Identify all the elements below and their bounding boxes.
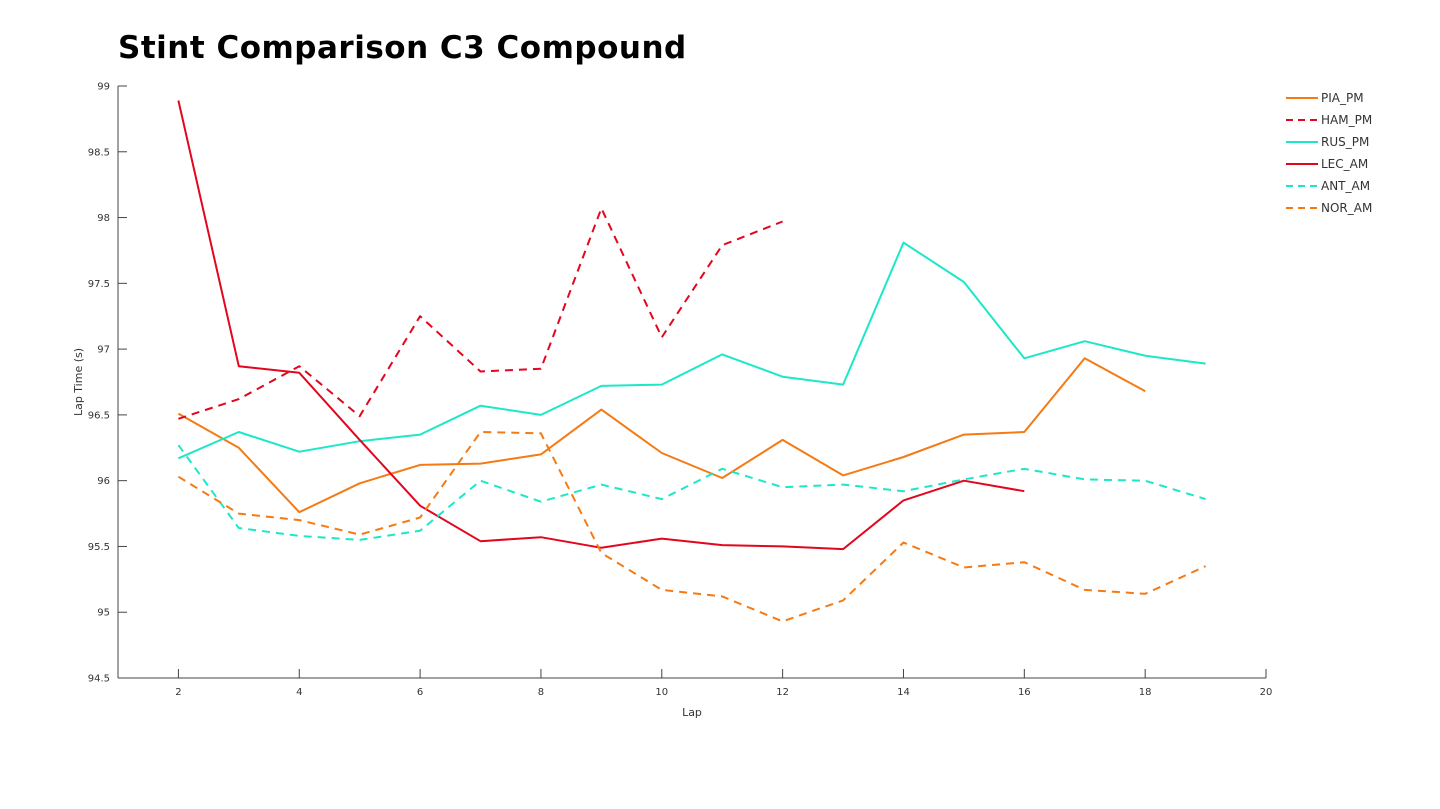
x-tick-label: 8 (538, 687, 544, 698)
x-tick-label: 12 (776, 687, 789, 698)
series-group (177, 100, 1207, 623)
x-tick-label: 20 (1260, 687, 1273, 698)
axes: 2 4 6 8 10 12 14 16 18 20 94.5 95 95.5 96 96.5 97 97.5 98… (72, 82, 1272, 720)
x-tick-label: 16 (1018, 687, 1031, 698)
y-tick-label: 96 (97, 476, 110, 487)
y-tick-label: 94.5 (88, 674, 110, 685)
y-axis-label: Lap Time (s) (72, 348, 85, 416)
x-tick-label: 4 (296, 687, 302, 698)
legend-label: HAM_PM (1321, 113, 1372, 127)
legend-label: NOR_AM (1321, 201, 1372, 215)
y-tick-label: 95 (97, 608, 110, 619)
legend-label: RUS_PM (1321, 135, 1369, 149)
y-tick-label: 98.5 (88, 147, 110, 158)
chart-title: Stint Comparison C3 Compound (118, 30, 687, 66)
series-line-pia-pm (177, 357, 1146, 514)
y-tick-label: 97.5 (88, 279, 110, 290)
y-tick-label: 98 (97, 213, 110, 224)
x-tick-label: 14 (897, 687, 910, 698)
x-tick-label: 6 (417, 687, 423, 698)
y-tick-label: 95.5 (88, 542, 110, 553)
y-tick-label: 99 (97, 82, 110, 93)
x-tick-label: 18 (1139, 687, 1152, 698)
legend-label: ANT_AM (1321, 179, 1370, 193)
series-line-ant-am (177, 444, 1206, 541)
legend: PIA_PM HAM_PM RUS_PM LEC_AM ANT_AM NOR_AM (1286, 91, 1372, 215)
y-tick-label: 97 (97, 345, 110, 356)
x-axis-label: Lap (682, 706, 702, 719)
x-tick-label: 2 (175, 687, 181, 698)
series-line-lec-am (177, 100, 1025, 551)
legend-label: PIA_PM (1321, 91, 1364, 105)
series-line-ham-pm (178, 207, 783, 420)
series-line-rus-pm (178, 241, 1206, 460)
series-line-nor-am (177, 431, 1207, 623)
x-tick-label: 10 (655, 687, 668, 698)
legend-label: LEC_AM (1321, 157, 1368, 171)
y-tick-label: 96.5 (88, 410, 110, 421)
